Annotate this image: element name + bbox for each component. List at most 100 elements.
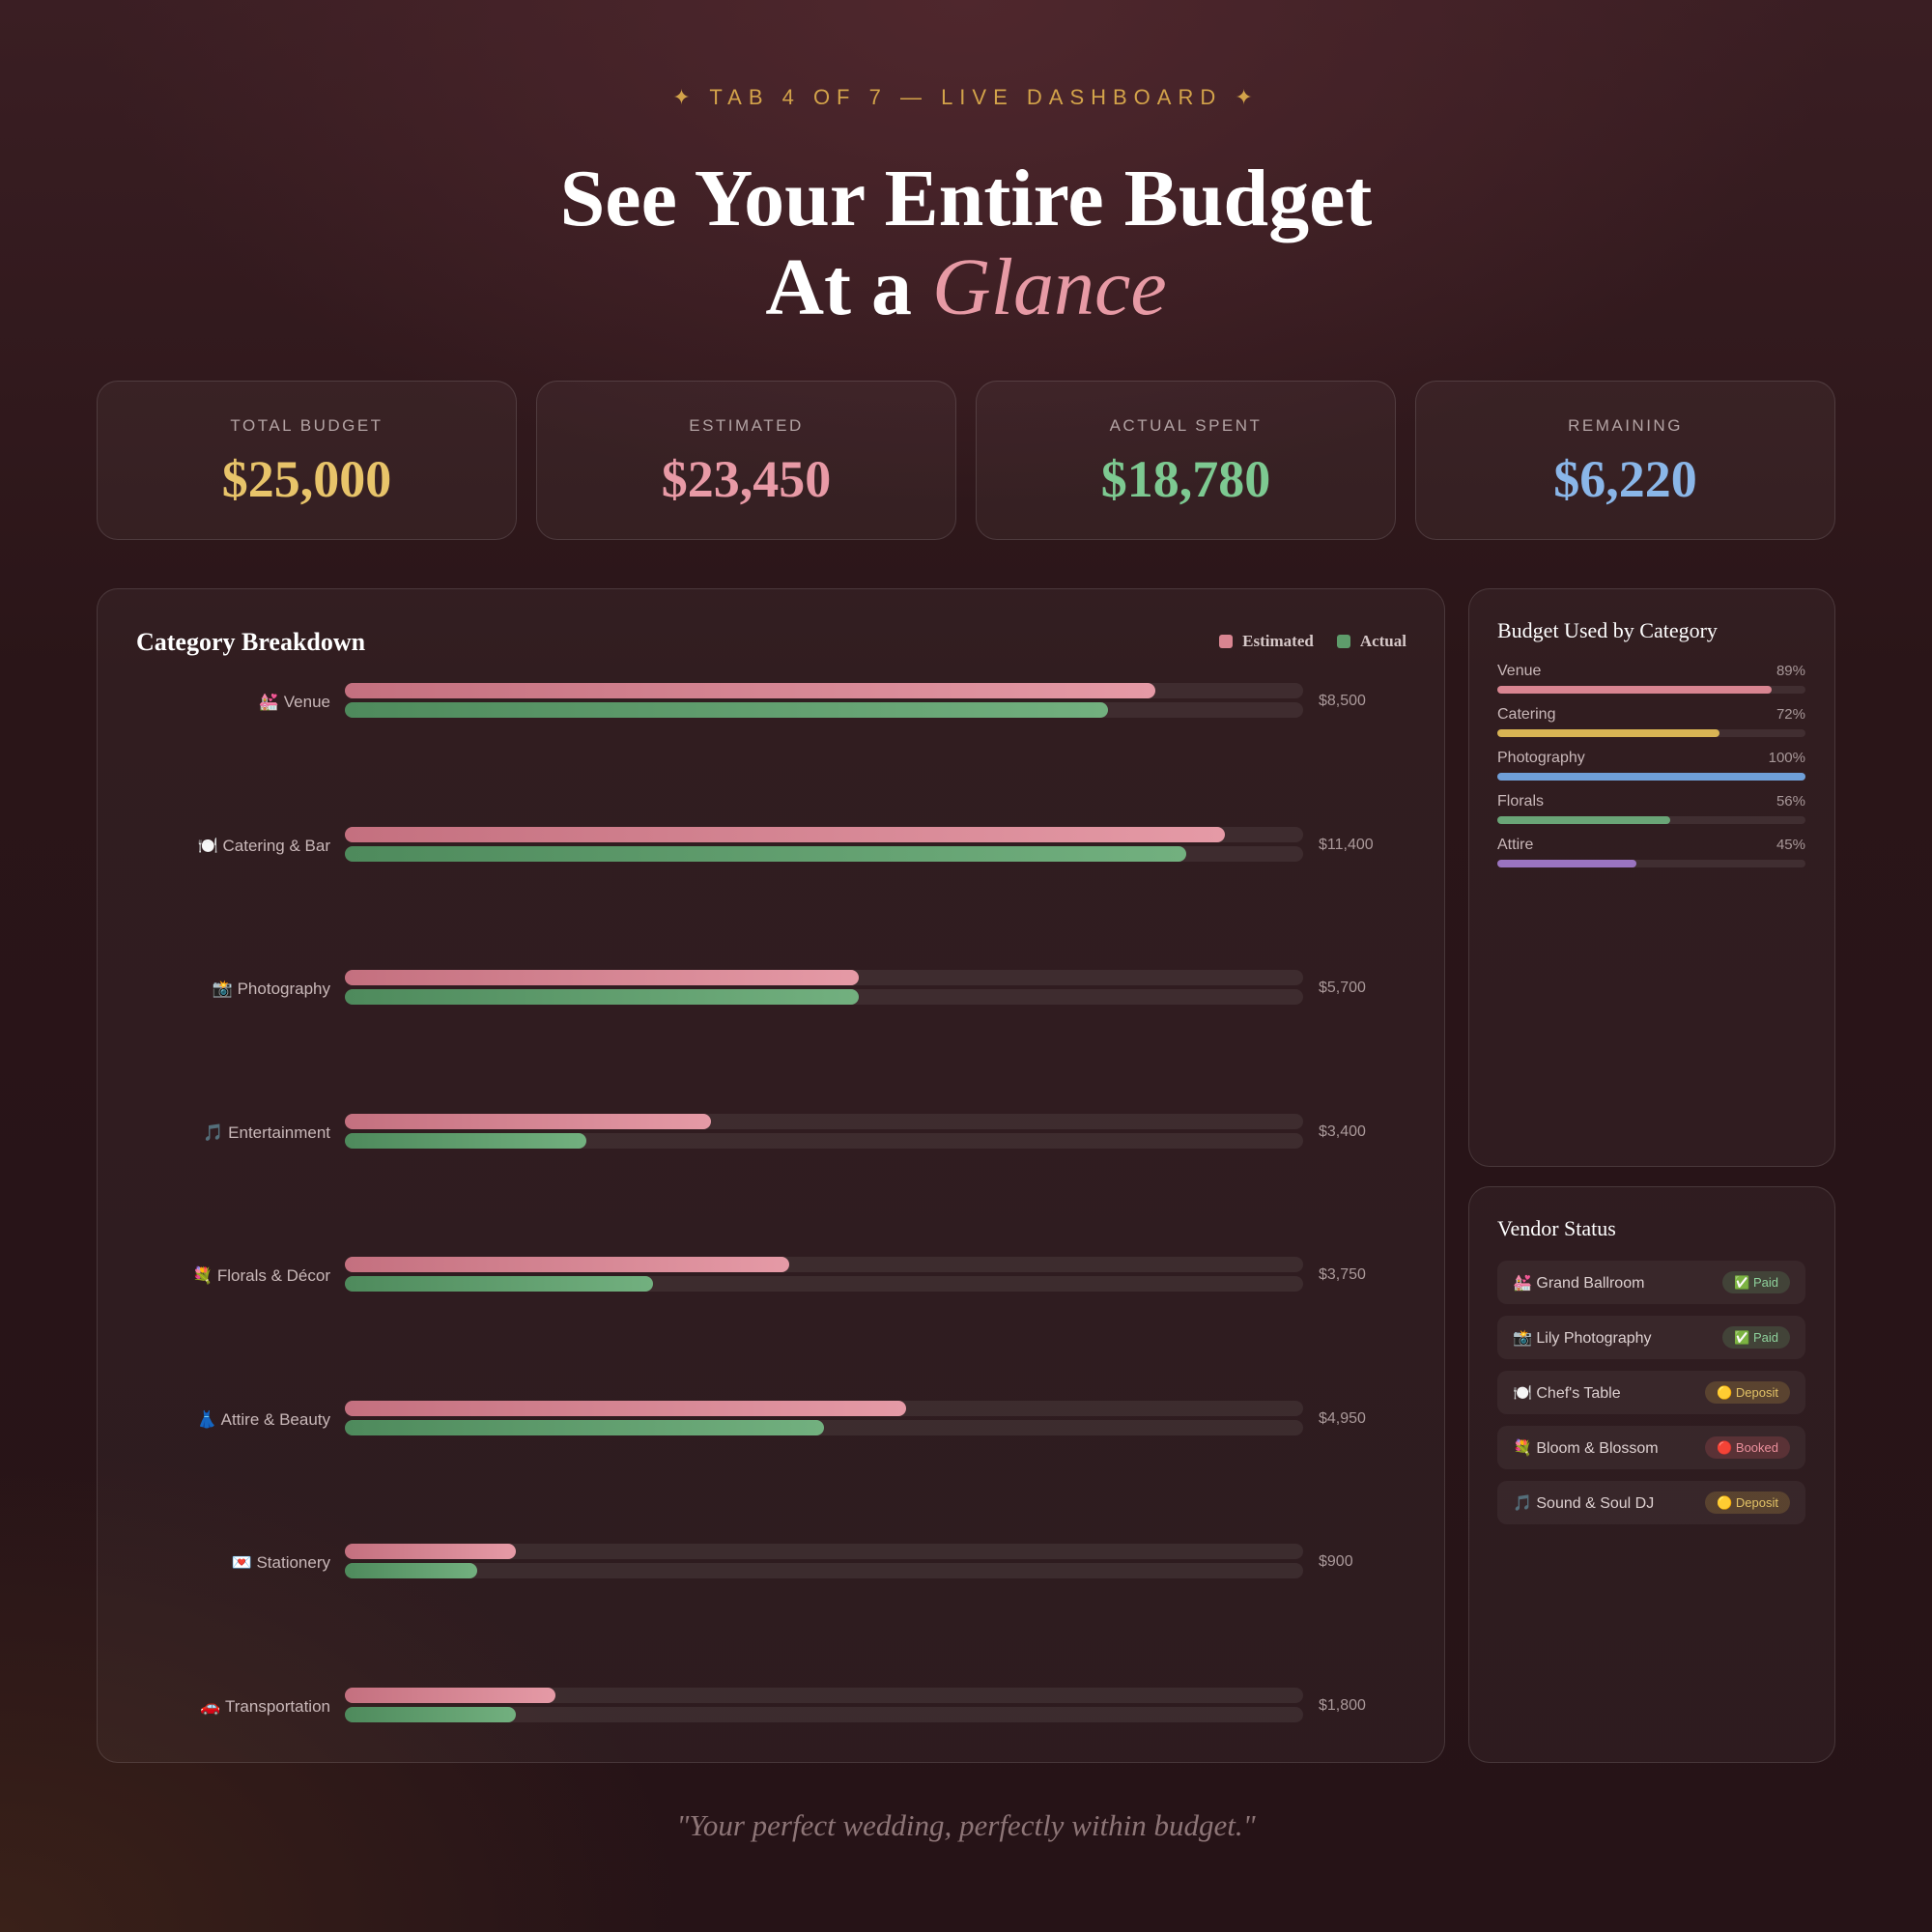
bar-estimated	[345, 970, 859, 985]
stat-value: $6,220	[1553, 450, 1697, 508]
budget-used-name: Florals	[1497, 793, 1545, 810]
budget-used-item: Catering 72%	[1497, 706, 1805, 739]
bar-track-estimated	[345, 1687, 1303, 1703]
category-amount: $11,400	[1319, 836, 1374, 853]
category-amount: $8,500	[1319, 693, 1366, 709]
category-name: Florals & Décor	[216, 1266, 330, 1285]
budget-used-fill	[1497, 773, 1805, 781]
legend-item-estimated: Estimated	[1219, 632, 1314, 651]
budget-used-percent: 45%	[1776, 837, 1805, 853]
stat-card-estimated: ESTIMATED $23,450	[536, 381, 956, 540]
chart-row: 💒 Venue $8,500	[135, 683, 1391, 722]
bar-track-estimated	[345, 1257, 1303, 1272]
headline-line-2: At a Glance	[0, 243, 1932, 332]
chart-title: Category Breakdown	[136, 628, 366, 656]
vendor-status-badge: ✅ Paid	[1722, 1271, 1790, 1293]
bar-actual	[345, 1276, 653, 1292]
vendor-row[interactable]: 🍽️ Chef's Table 🟡 Deposit	[1497, 1371, 1805, 1414]
budget-used-track	[1497, 860, 1805, 867]
stat-value: $25,000	[221, 450, 392, 508]
category-label: 💌 Stationery	[135, 1553, 330, 1573]
bar-track-estimated	[345, 683, 1303, 698]
category-label: 📸 Photography	[135, 980, 330, 999]
bar-estimated	[345, 826, 1225, 842]
bar-track-estimated	[345, 1544, 1303, 1559]
stat-label: TOTAL BUDGET	[230, 416, 384, 435]
budget-used-name: Catering	[1497, 706, 1556, 723]
budget-used-item: Attire 45%	[1497, 837, 1805, 869]
category-breakdown-panel	[97, 588, 1445, 1763]
budget-used-name: Photography	[1497, 750, 1585, 766]
stat-label: REMAINING	[1568, 416, 1683, 435]
bar-estimated	[345, 1687, 555, 1703]
legend-swatch-estimated	[1219, 635, 1234, 648]
category-amount: $3,750	[1319, 1266, 1366, 1283]
budget-used-fill	[1497, 686, 1772, 694]
bar-track-actual	[345, 1419, 1303, 1435]
vendor-name: 🍽️ Chef's Table	[1513, 1385, 1621, 1402]
bar-track-actual	[345, 1132, 1303, 1149]
chart-row: 🚗 Transportation $1,800	[135, 1687, 1391, 1726]
stat-value: $23,450	[661, 450, 832, 508]
headline-accent: Glance	[932, 242, 1167, 332]
vendor-name: 📸 Lily Photography	[1513, 1330, 1652, 1347]
bar-track-estimated	[345, 970, 1303, 985]
budget-used-item: Florals 56%	[1497, 793, 1805, 826]
category-label: 🍽️ Catering & Bar	[135, 837, 330, 856]
category-amount: $5,700	[1319, 980, 1366, 996]
category-icon: 🍽️	[197, 836, 218, 855]
bar-actual	[345, 702, 1108, 718]
vendor-status-badge: 🟡 Deposit	[1705, 1381, 1790, 1404]
budget-used-panel	[1468, 588, 1835, 1167]
vendor-status-panel	[1468, 1186, 1835, 1763]
category-icon: 📸	[212, 980, 233, 998]
bar-estimated	[345, 1400, 906, 1416]
category-icon: 🎵	[203, 1122, 224, 1142]
bar-track-estimated	[345, 1400, 1303, 1416]
bar-track-estimated	[345, 1113, 1303, 1129]
budget-used-title: Budget Used by Category	[1497, 618, 1718, 642]
page-headline: See Your Entire Budget At a Glance	[0, 155, 1932, 332]
category-label: 💒 Venue	[135, 693, 330, 712]
category-name: Photography	[237, 980, 330, 998]
vendor-row[interactable]: 💐 Bloom & Blossom 🔴 Booked	[1497, 1426, 1805, 1469]
category-name: Catering & Bar	[222, 836, 331, 855]
vendor-name: 💒 Grand Ballroom	[1513, 1275, 1645, 1292]
category-name: Stationery	[256, 1553, 330, 1572]
budget-used-percent: 89%	[1776, 663, 1805, 679]
bar-track-actual	[345, 845, 1303, 862]
category-icon: 🚗	[200, 1696, 221, 1716]
bar-track-actual	[345, 1563, 1303, 1578]
chart-row: 🎵 Entertainment $3,400	[135, 1113, 1391, 1152]
vendor-name: 💐 Bloom & Blossom	[1513, 1440, 1659, 1457]
vendor-status-badge: 🔴 Booked	[1705, 1436, 1790, 1459]
category-amount: $1,800	[1319, 1696, 1366, 1714]
bar-track-actual	[345, 1276, 1303, 1292]
chart-row: 🍽️ Catering & Bar $11,400	[135, 826, 1391, 866]
category-icon: 💒	[258, 693, 280, 711]
bar-actual	[345, 989, 859, 1005]
legend-swatch-actual	[1336, 635, 1350, 648]
category-label: 💐 Florals & Décor	[135, 1266, 330, 1286]
bar-estimated	[345, 683, 1155, 698]
stat-card-total-budget: TOTAL BUDGET $25,000	[97, 381, 517, 540]
stat-card-remaining: REMAINING $6,220	[1415, 381, 1835, 540]
vendor-row[interactable]: 💒 Grand Ballroom ✅ Paid	[1497, 1261, 1805, 1304]
category-icon: 💌	[231, 1553, 252, 1572]
category-label: 🚗 Transportation	[135, 1697, 330, 1717]
footer-quote: "Your perfect wedding, perfectly within …	[676, 1808, 1256, 1842]
bar-actual	[345, 1706, 516, 1722]
budget-used-item: Photography 100%	[1497, 750, 1805, 782]
vendor-row[interactable]: 🎵 Sound & Soul DJ 🟡 Deposit	[1497, 1481, 1805, 1524]
category-label: 🎵 Entertainment	[135, 1123, 330, 1143]
budget-used-item: Venue 89%	[1497, 663, 1805, 696]
category-name: Venue	[283, 693, 330, 711]
chart-row: 📸 Photography $5,700	[135, 970, 1391, 1009]
stat-label: ACTUAL SPENT	[1109, 416, 1263, 435]
bar-actual	[345, 845, 1186, 862]
vendor-row[interactable]: 📸 Lily Photography ✅ Paid	[1497, 1316, 1805, 1359]
legend-label-actual: Actual	[1359, 632, 1406, 650]
budget-used-fill	[1497, 816, 1670, 824]
category-name: Attire & Beauty	[220, 1409, 330, 1429]
bar-actual	[345, 1563, 477, 1578]
